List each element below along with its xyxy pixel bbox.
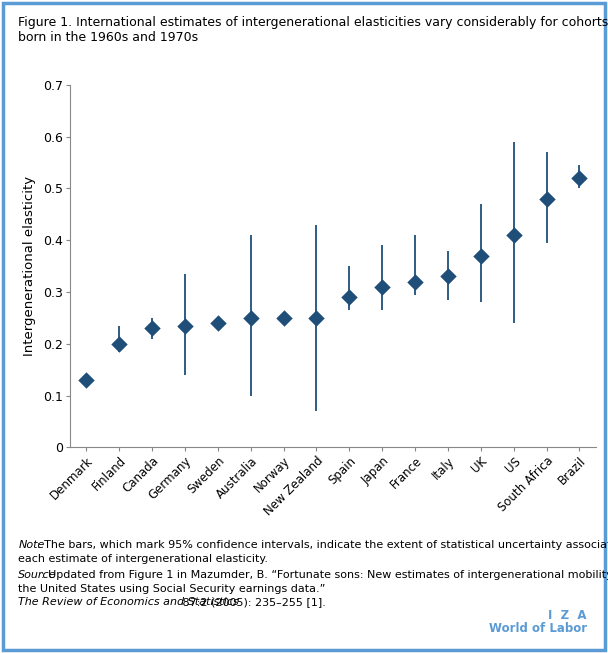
Point bbox=[213, 318, 223, 328]
Text: the United States using Social Security earnings data.”: the United States using Social Security … bbox=[18, 584, 329, 594]
Text: Note: Note bbox=[18, 540, 44, 550]
Point bbox=[575, 173, 584, 183]
Y-axis label: Intergenerational elasticity: Intergenerational elasticity bbox=[23, 176, 36, 356]
Text: 87:2 (2005): 235–255 [1].: 87:2 (2005): 235–255 [1]. bbox=[179, 597, 326, 607]
Point bbox=[81, 375, 91, 385]
Text: World of Labor: World of Labor bbox=[489, 622, 587, 635]
Text: born in the 1960s and 1970s: born in the 1960s and 1970s bbox=[18, 31, 198, 44]
Text: I  Z  A: I Z A bbox=[548, 609, 587, 622]
Point bbox=[410, 276, 420, 287]
Text: each estimate of intergenerational elasticity.: each estimate of intergenerational elast… bbox=[18, 554, 268, 564]
Point bbox=[114, 338, 124, 349]
Point bbox=[147, 323, 157, 334]
Point bbox=[311, 313, 321, 323]
Text: : Updated from Figure 1 in Mazumder, B. “Fortunate sons: New estimates of interg: : Updated from Figure 1 in Mazumder, B. … bbox=[41, 570, 608, 580]
Text: The Review of Economics and Statistics: The Review of Economics and Statistics bbox=[18, 597, 239, 607]
Point bbox=[180, 321, 190, 331]
Point bbox=[476, 251, 486, 261]
Point bbox=[443, 271, 453, 281]
Point bbox=[509, 230, 519, 240]
Text: : The bars, which mark 95% confidence intervals, indicate the extent of statisti: : The bars, which mark 95% confidence in… bbox=[37, 540, 608, 550]
Point bbox=[378, 281, 387, 292]
Point bbox=[278, 313, 288, 323]
Text: Source: Source bbox=[18, 570, 57, 580]
Point bbox=[246, 313, 255, 323]
Point bbox=[542, 193, 551, 204]
Text: Figure 1. International estimates of intergenerational elasticities vary conside: Figure 1. International estimates of int… bbox=[18, 16, 608, 29]
Point bbox=[345, 292, 354, 302]
